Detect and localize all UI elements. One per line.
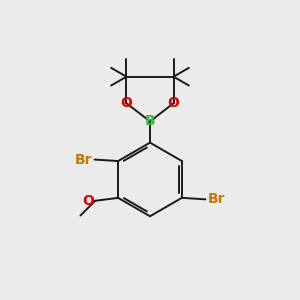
- Text: B: B: [145, 114, 155, 128]
- Text: O: O: [82, 194, 94, 208]
- Text: Br: Br: [208, 192, 225, 206]
- Text: Br: Br: [75, 153, 92, 166]
- Text: O: O: [168, 96, 179, 110]
- Text: O: O: [121, 96, 132, 110]
